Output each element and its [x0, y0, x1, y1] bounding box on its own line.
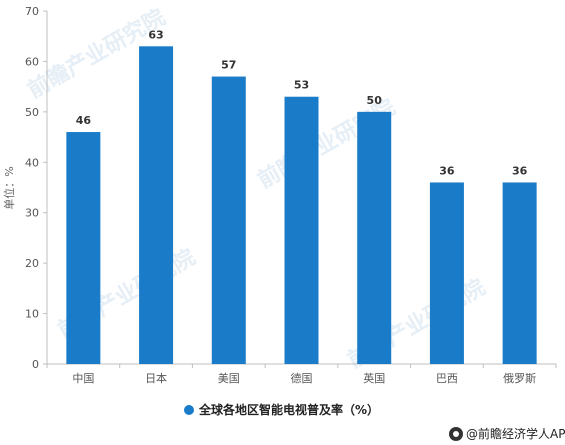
footer-source: @前瞻经济学人APP	[466, 426, 565, 441]
data-label: 36	[439, 164, 455, 177]
x-tick-label: 德国	[291, 371, 313, 385]
y-tick-label: 30	[25, 207, 39, 220]
data-label: 46	[76, 114, 92, 127]
data-label: 63	[148, 28, 163, 41]
legend: 全球各地区智能电视普及率（%）	[184, 402, 379, 417]
legend-marker-icon	[184, 405, 194, 415]
x-tick-label: 美国	[218, 372, 240, 385]
legend-label: 全球各地区智能电视普及率（%）	[198, 402, 379, 417]
y-tick-label: 70	[25, 5, 39, 18]
x-tick-label: 英国	[363, 371, 385, 385]
y-tick-label: 10	[25, 308, 39, 321]
bar	[211, 76, 246, 365]
bar	[139, 46, 174, 365]
data-label: 57	[221, 59, 236, 72]
y-tick-label: 60	[25, 55, 39, 68]
y-tick-label: 50	[25, 106, 39, 119]
data-label: 50	[367, 94, 383, 107]
y-axis-title: 单位：%	[2, 166, 16, 209]
bar	[502, 182, 537, 364]
x-tick-label: 中国	[72, 372, 94, 385]
qianzhan-logo-icon-inner	[453, 431, 459, 437]
bar	[429, 182, 464, 364]
y-tick-label: 20	[25, 257, 39, 270]
data-label-group: 46 63 57 53 50 36 36	[76, 28, 528, 177]
x-tick-label: 巴西	[436, 372, 458, 385]
x-tick-label: 俄罗斯	[503, 372, 536, 385]
bar	[66, 132, 101, 364]
bar-group	[66, 46, 537, 365]
y-tick-label: 40	[25, 156, 39, 169]
data-label: 53	[294, 79, 309, 92]
data-label: 36	[512, 164, 528, 177]
bar	[284, 96, 319, 364]
x-tick-group: 中国 日本 美国 德国 英国 巴西 俄罗斯	[46, 364, 557, 385]
y-tick-group: 0 10 20 30 40 50 60 70	[25, 5, 47, 371]
footer-brand: @前瞻经济学人APP	[449, 426, 565, 441]
y-tick-label: 0	[32, 358, 39, 371]
bar	[357, 111, 392, 364]
x-tick-label: 日本	[145, 371, 167, 385]
